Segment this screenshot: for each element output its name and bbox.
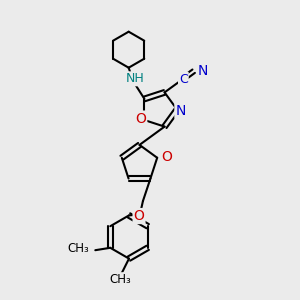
Text: NH: NH bbox=[125, 72, 144, 85]
Text: O: O bbox=[134, 209, 145, 223]
Text: CH₃: CH₃ bbox=[109, 273, 131, 286]
Text: N: N bbox=[197, 64, 208, 78]
Text: O: O bbox=[135, 112, 146, 126]
Text: N: N bbox=[176, 104, 186, 118]
Text: CH₃: CH₃ bbox=[68, 242, 89, 255]
Text: O: O bbox=[162, 150, 172, 164]
Text: C: C bbox=[179, 73, 188, 85]
